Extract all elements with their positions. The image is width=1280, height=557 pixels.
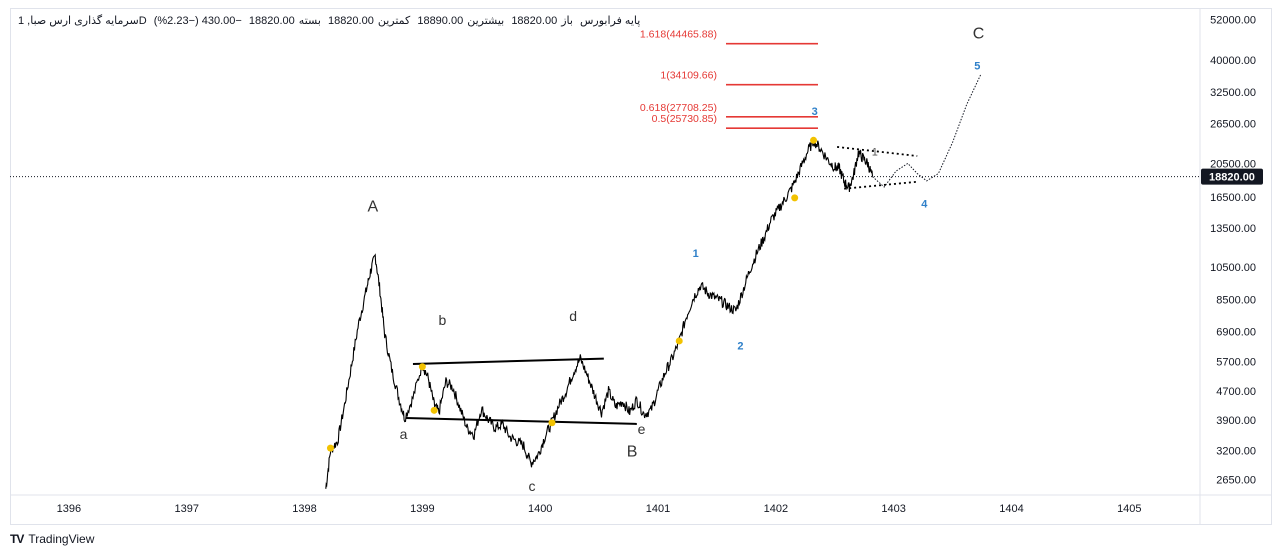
triangle-b-upper-line [412,357,604,365]
wave-label-major: B [627,443,638,460]
y-tick-label: 20500.00 [1210,158,1256,170]
fib-level-label: 0.618(27708.25) [640,102,717,114]
ticker-name: سرمایه گذاری ارس صبا, 1D [18,15,147,27]
low-value: 18820.00 [327,15,374,27]
fib-level-label: 0.5(25730.85) [652,113,717,125]
change-value: −430.00 (−2.23%) [153,15,242,27]
y-tick-label: 10500.00 [1210,262,1256,274]
y-tick-label: 6900.00 [1216,327,1256,339]
wave-label-impulse: 1 [693,248,699,260]
ticker-extra: پایه فرابورس [580,15,641,27]
y-tick-label: 26500.00 [1210,119,1256,131]
y-tick-label: 8500.00 [1216,294,1256,306]
pivot-dot [810,136,818,144]
wave-label-major: A [368,199,379,216]
x-tick-label: 1398 [292,503,316,515]
triangle-wave4-upper-line [837,146,918,157]
x-tick-label: 1400 [528,503,552,515]
x-tick-label: 1403 [881,503,905,515]
low-label: کمترین [377,15,411,27]
y-tick-label: 3200.00 [1216,446,1256,458]
pivot-dot [430,406,438,414]
high-value: 18890.00 [417,15,464,27]
x-tick-label: 1397 [174,503,198,515]
wave-label-major: C [973,25,985,42]
tradingview-brand[interactable]: TV TradingView [10,532,94,546]
x-tick-label: 1405 [1117,503,1141,515]
high-label: بیشترین [467,15,505,27]
y-tick-label: 4700.00 [1216,386,1256,398]
fib-level-label: 1(34109.66) [660,70,717,82]
current-price-badge-label: 18820.00 [1209,172,1255,184]
fib-level-label: 1.618(44465.88) [640,29,717,41]
projection-path [872,73,982,188]
pivot-dot [548,419,556,427]
x-tick-label: 1401 [646,503,670,515]
x-tick-label: 1404 [999,503,1023,515]
wave-label-minor: b [439,312,447,328]
x-tick-label: 1402 [764,503,788,515]
tradingview-logo-icon: TV [10,532,24,546]
wave-label-impulse: 5 [974,61,980,73]
close-label: بسته [298,15,321,27]
tradingview-name: TradingView [28,532,95,546]
y-tick-label: 2650.00 [1216,475,1256,487]
pivot-dot [675,337,683,345]
wave-label-minor: a [400,426,408,442]
chart-area[interactable] [10,8,1272,525]
x-tick-label: 1396 [57,503,81,515]
y-tick-label: 52000.00 [1210,14,1256,26]
wave-label-impulse: 1 [872,146,878,158]
current-price-badge [1201,168,1263,185]
wave-label-minor: d [569,308,577,324]
open-value: 18820.00 [511,15,558,27]
triangle-b-lower-line [405,416,637,425]
open-label: باز [561,15,573,27]
y-tick-label: 3900.00 [1216,415,1256,427]
pivot-dot [418,363,426,371]
wave-label-minor: e [638,421,646,437]
y-tick-label: 40000.00 [1210,55,1256,67]
wave-label-impulse: 2 [737,341,743,353]
y-tick-label: 16500.00 [1210,192,1256,204]
x-tick-label: 1399 [410,503,434,515]
wave-label-minor: c [528,478,535,494]
ticker-header: سرمایه گذاری ارس صبا, 1D پایه فرابورس با… [18,14,644,27]
y-tick-label: 32500.00 [1210,87,1256,99]
close-value: 18820.00 [248,15,295,27]
y-tick-label: 5700.00 [1216,356,1256,368]
wave-label-impulse: 3 [812,106,818,118]
price-series-line [325,137,874,489]
pivot-dot [326,444,334,452]
y-tick-label: 13500.00 [1210,223,1256,235]
triangle-wave4-lower-line [844,180,918,190]
pivot-dot [791,194,799,202]
wave-label-impulse: 4 [921,199,928,211]
